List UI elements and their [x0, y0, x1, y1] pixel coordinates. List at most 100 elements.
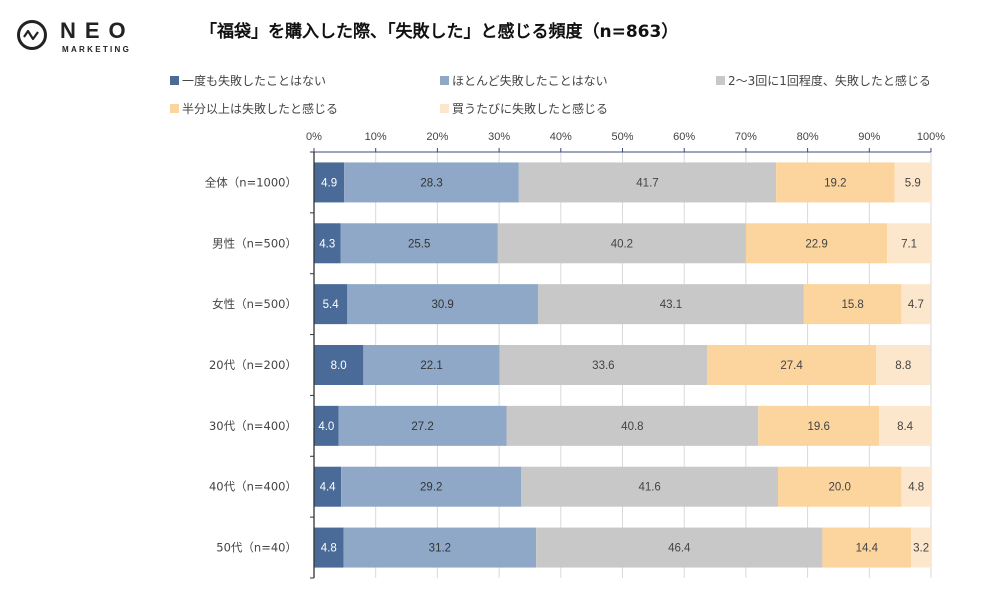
- data-label: 33.6: [592, 360, 614, 372]
- bar-segment: [314, 345, 364, 385]
- bar-segment: [894, 162, 931, 203]
- data-label: 4.8: [908, 482, 924, 494]
- legend-item: 半分以上は失敗したと感じる: [170, 100, 338, 117]
- data-label: 43.1: [660, 299, 682, 311]
- bar-segment: [497, 223, 746, 264]
- bar-segment: [314, 527, 344, 568]
- legend-swatch: [170, 104, 179, 113]
- bar-segment: [518, 162, 777, 203]
- x-tick-label: 0%: [306, 131, 322, 143]
- x-tick-label: 80%: [797, 131, 819, 143]
- category-label: 40代（n=400）: [209, 480, 297, 494]
- bar-segment: [344, 162, 519, 203]
- legend-item: 買うたびに失敗したと感じる: [440, 100, 608, 117]
- x-tick-label: 40%: [550, 131, 572, 143]
- bar-segment: [314, 405, 339, 446]
- data-label: 20.0: [828, 482, 850, 494]
- category-label: 女性（n=500）: [212, 297, 297, 311]
- bar-segment: [911, 527, 931, 568]
- bar-segment: [879, 405, 931, 446]
- bar-segment: [803, 284, 902, 325]
- bar-segment: [506, 405, 759, 446]
- bar-segment: [314, 223, 341, 264]
- legend-label: 一度も失敗したことはない: [182, 74, 327, 88]
- legend-item: ほとんど失敗したことはない: [440, 72, 608, 89]
- chart-legend: 一度も失敗したことはない ほとんど失敗したことはない 2～3回に1回程度、失敗し…: [170, 70, 990, 120]
- data-label: 4.8: [321, 543, 337, 555]
- bar-segment: [314, 284, 348, 325]
- bar-segment: [537, 284, 804, 325]
- data-label: 22.1: [420, 360, 442, 372]
- bar-segment: [876, 345, 931, 385]
- x-tick-label: 30%: [488, 131, 510, 143]
- logo-subtitle: MARKETING: [62, 45, 132, 54]
- bar-segment: [758, 405, 880, 446]
- data-label: 7.1: [901, 238, 917, 250]
- x-tick-label: 90%: [858, 131, 880, 143]
- bar-segment: [363, 345, 500, 385]
- legend-label: 2～3回に1回程度、失敗したと感じる: [728, 74, 931, 88]
- category-label: 男性（n=500）: [212, 236, 297, 250]
- bar-segment: [521, 466, 778, 507]
- bar-segment: [536, 527, 823, 568]
- data-label: 46.4: [668, 543, 691, 555]
- bar-segment: [340, 223, 498, 264]
- data-label: 4.0: [318, 421, 334, 433]
- data-label: 40.8: [621, 421, 643, 433]
- data-label: 40.2: [611, 238, 633, 250]
- data-label: 30.9: [431, 299, 453, 311]
- category-label: 全体（n=1000）: [205, 175, 297, 189]
- x-tick-label: 20%: [426, 131, 448, 143]
- legend-label: 買うたびに失敗したと感じる: [452, 102, 609, 116]
- data-label: 28.3: [420, 177, 442, 189]
- x-tick-label: 60%: [673, 131, 695, 143]
- data-label: 8.4: [897, 421, 914, 433]
- data-label: 31.2: [429, 543, 451, 555]
- bar-segment: [341, 466, 522, 507]
- bar-segment: [777, 466, 902, 507]
- data-label: 27.2: [411, 421, 433, 433]
- x-tick-label: 70%: [735, 131, 757, 143]
- legend-swatch: [440, 76, 449, 85]
- data-label: 41.6: [638, 482, 660, 494]
- bar-segment: [901, 284, 931, 325]
- legend-item: 一度も失敗したことはない: [170, 72, 326, 89]
- bar-segment: [745, 223, 888, 264]
- bar-segment: [347, 284, 538, 325]
- data-label: 4.4: [320, 482, 337, 494]
- data-label: 8.0: [331, 360, 347, 372]
- bar-segment: [338, 405, 507, 446]
- legend-swatch: [440, 104, 449, 113]
- data-label: 5.9: [905, 177, 921, 189]
- legend-item: 2～3回に1回程度、失敗したと感じる: [716, 72, 931, 89]
- data-label: 4.9: [321, 177, 337, 189]
- bar-segment: [314, 162, 345, 203]
- neo-marketing-logo: NEO MARKETING: [17, 18, 137, 58]
- data-label: 22.9: [805, 238, 827, 250]
- data-label: 4.3: [319, 238, 335, 250]
- x-tick-label: 50%: [611, 131, 633, 143]
- category-label: 20代（n=200）: [209, 358, 297, 372]
- data-label: 15.8: [841, 299, 863, 311]
- bar-segment: [314, 466, 342, 507]
- logo-wave-icon: [17, 20, 47, 50]
- data-label: 41.7: [636, 177, 658, 189]
- category-label: 30代（n=400）: [209, 419, 297, 433]
- data-label: 27.4: [780, 360, 803, 372]
- data-label: 4.7: [908, 299, 924, 311]
- x-tick-label: 10%: [365, 131, 387, 143]
- logo-name: NEO: [60, 18, 135, 43]
- data-label: 14.4: [856, 543, 879, 555]
- bar-segment: [901, 466, 931, 507]
- legend-swatch: [170, 76, 179, 85]
- bar-segment: [776, 162, 895, 203]
- legend-label: 半分以上は失敗したと感じる: [182, 102, 339, 116]
- x-tick-label: 100%: [917, 131, 945, 143]
- data-label: 29.2: [420, 482, 442, 494]
- bar-segment: [343, 527, 537, 568]
- legend-swatch: [716, 76, 725, 85]
- data-label: 25.5: [408, 238, 430, 250]
- bar-segment: [499, 345, 708, 385]
- bar-segment: [707, 345, 877, 385]
